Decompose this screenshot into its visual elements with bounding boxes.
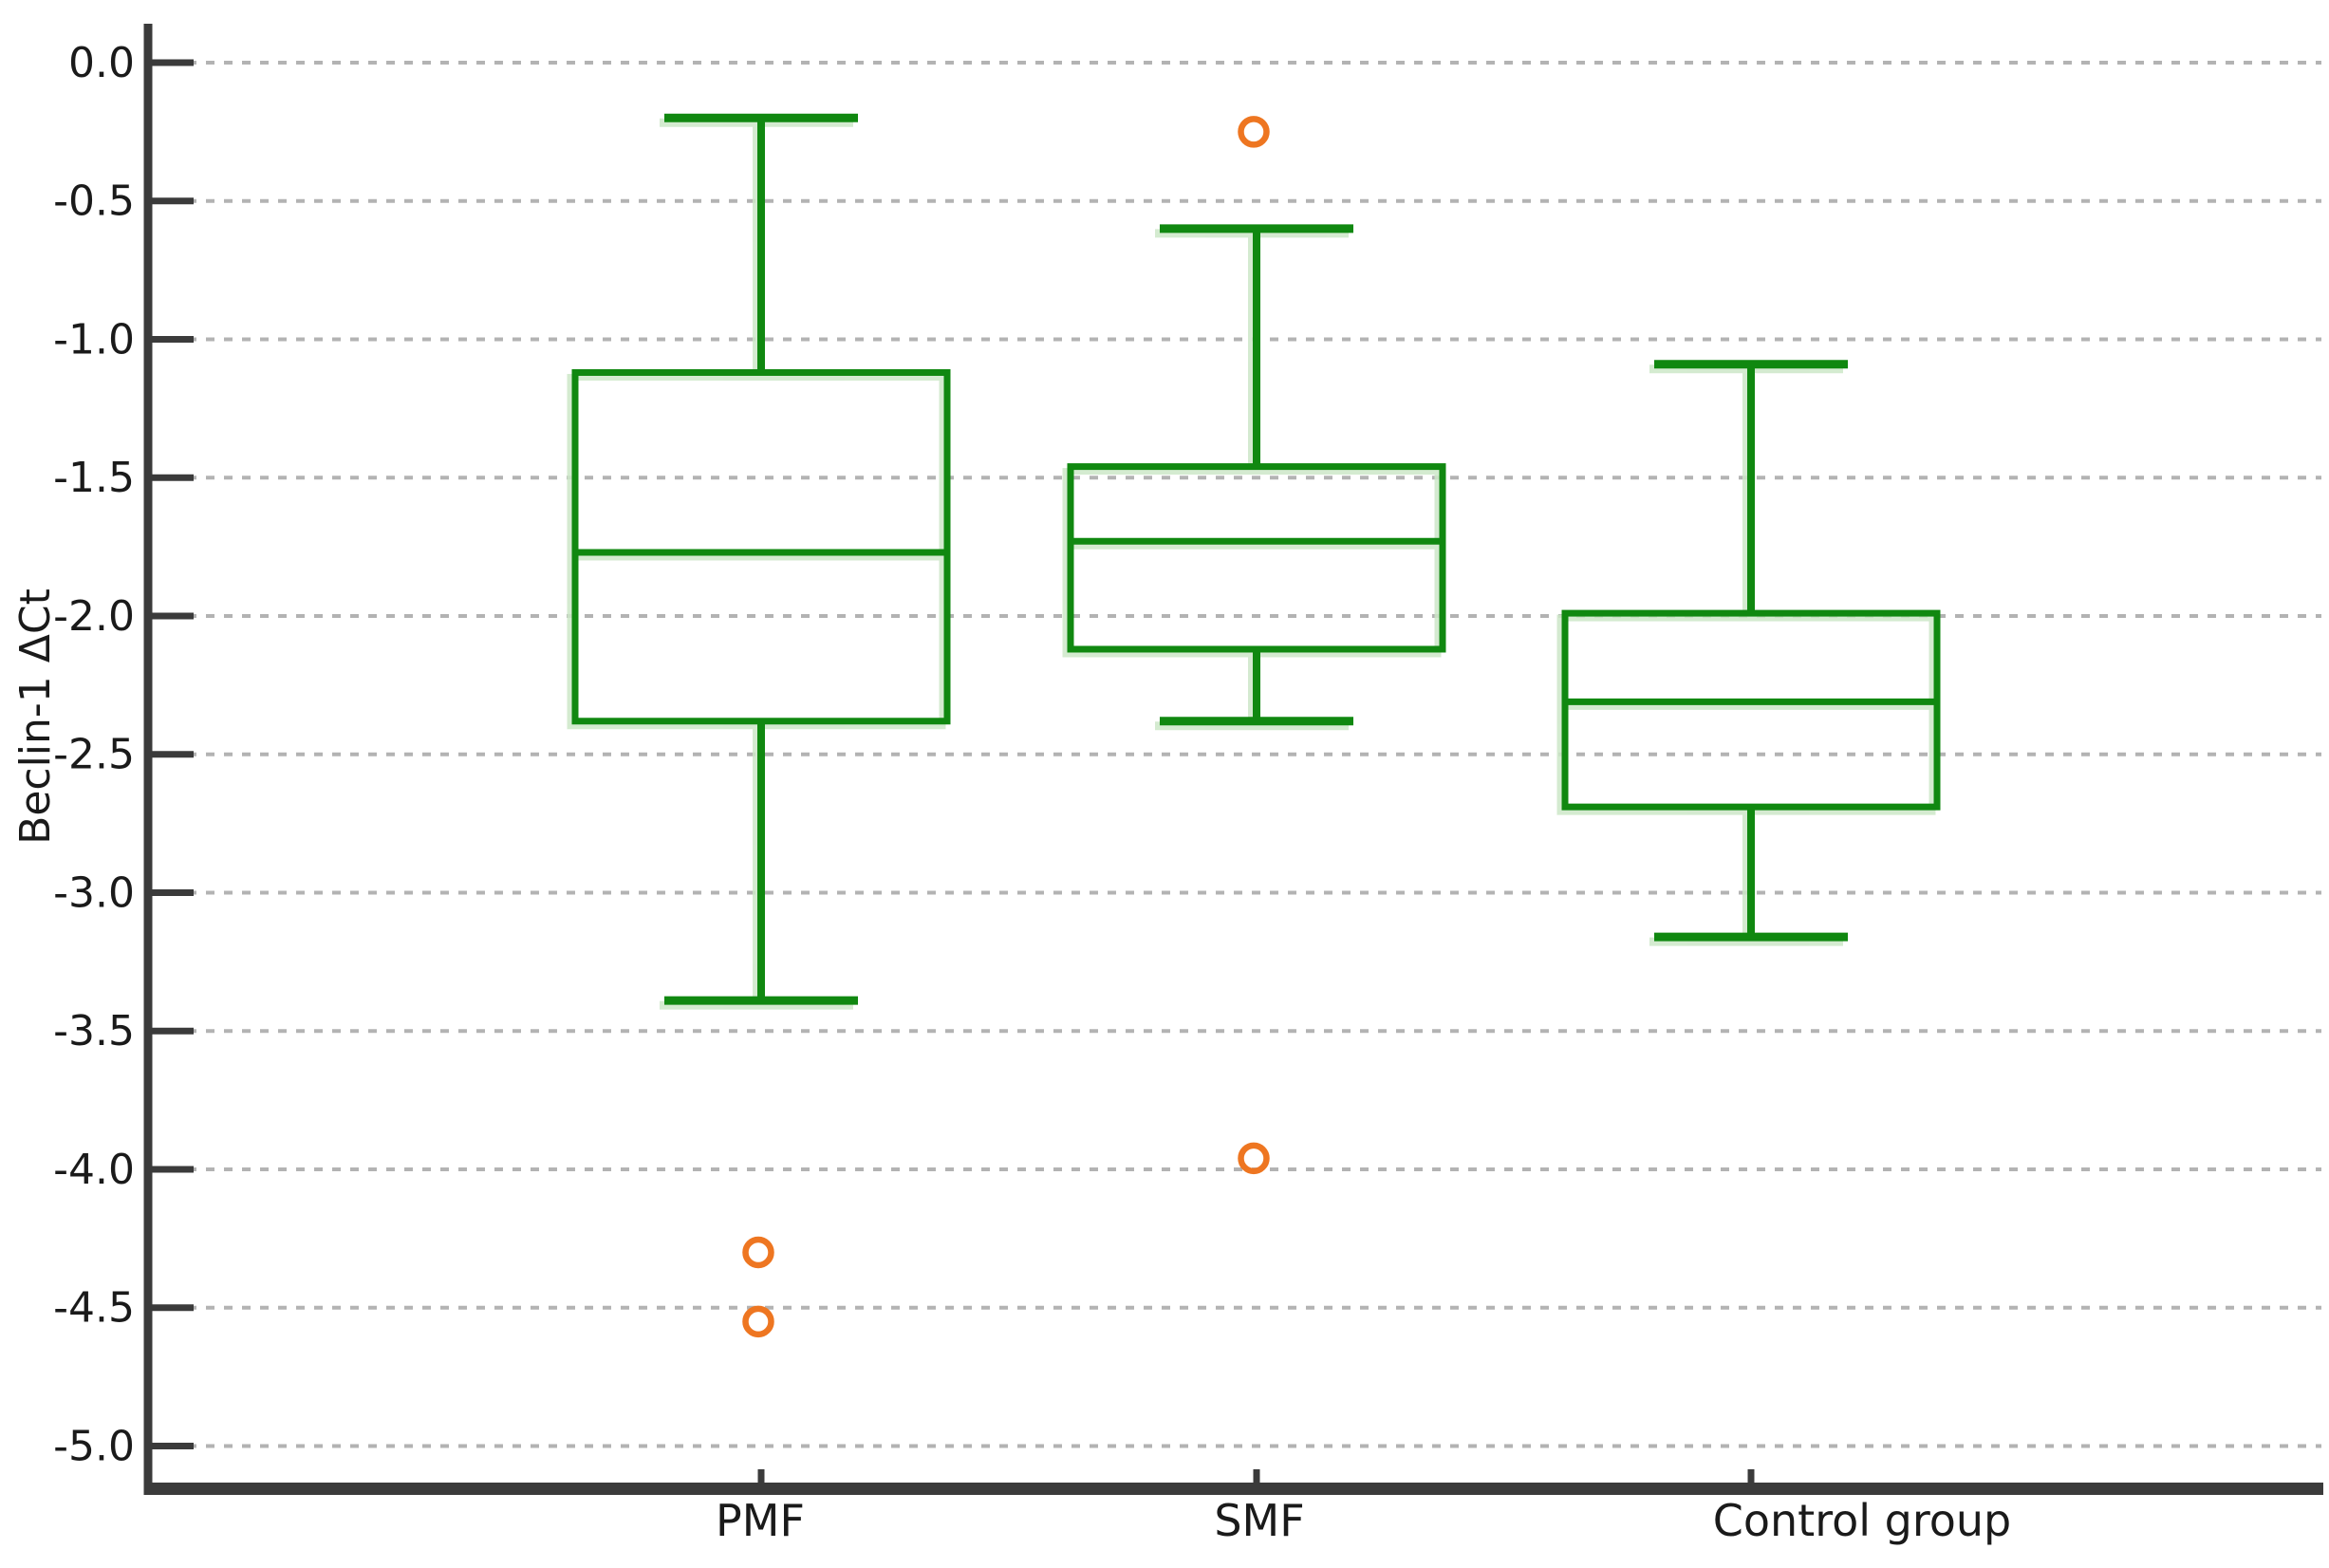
y-tick-label: -1.0 (53, 315, 135, 364)
box-group-control-group (1556, 364, 1936, 946)
y-tick-label: -2.0 (53, 592, 135, 641)
outlier-point (742, 1305, 774, 1338)
y-tick-label: -2.5 (53, 731, 135, 779)
y-tick-label: -5.0 (53, 1422, 135, 1470)
y-axis-ticks (148, 59, 194, 1449)
y-axis-tick-labels: 0.0 -0.5 -1.0 -1.5 -2.0 -2.5 -3.0 -3.5 -4.0 -4.5 -… (53, 39, 135, 1470)
outlier-point (1238, 1142, 1270, 1175)
y-tick-label: -3.0 (53, 868, 135, 917)
iqr-box (1561, 609, 1941, 811)
x-axis-line (144, 1483, 2323, 1495)
x-axis-ticks (757, 1469, 1755, 1484)
y-tick-label: -3.5 (53, 1007, 135, 1055)
box-group-control-group (1561, 360, 1941, 942)
y-tick-label: 0.0 (68, 39, 135, 87)
outlier-points (742, 116, 1270, 1338)
y-tick-label: -1.5 (53, 454, 135, 502)
iqr-box (1556, 614, 1936, 815)
x-category-label: SMF (1214, 1495, 1304, 1546)
y-tick-label: -0.5 (53, 177, 135, 226)
outlier-point (742, 1236, 774, 1269)
iqr-box (1067, 463, 1446, 653)
box-shadows (567, 118, 1936, 1010)
y-tick-label: -4.5 (53, 1284, 135, 1333)
iqr-box (1062, 468, 1442, 658)
y-tick-label: -4.0 (53, 1146, 135, 1194)
outlier-point (1238, 116, 1270, 148)
x-category-labels: PMF SMF Control group (716, 1495, 2011, 1546)
boxplots (571, 113, 1941, 1005)
box-group-smf (1067, 224, 1446, 726)
iqr-box (571, 368, 951, 725)
x-category-label: Control group (1713, 1495, 2012, 1546)
y-gridlines (152, 61, 2321, 1448)
y-axis-line (143, 24, 153, 1495)
y-axis-title: Beclin-1 ΔCt (11, 588, 60, 845)
x-category-label: PMF (716, 1495, 805, 1546)
box-group-smf (1062, 229, 1442, 731)
box-group-pmf (571, 113, 951, 1005)
